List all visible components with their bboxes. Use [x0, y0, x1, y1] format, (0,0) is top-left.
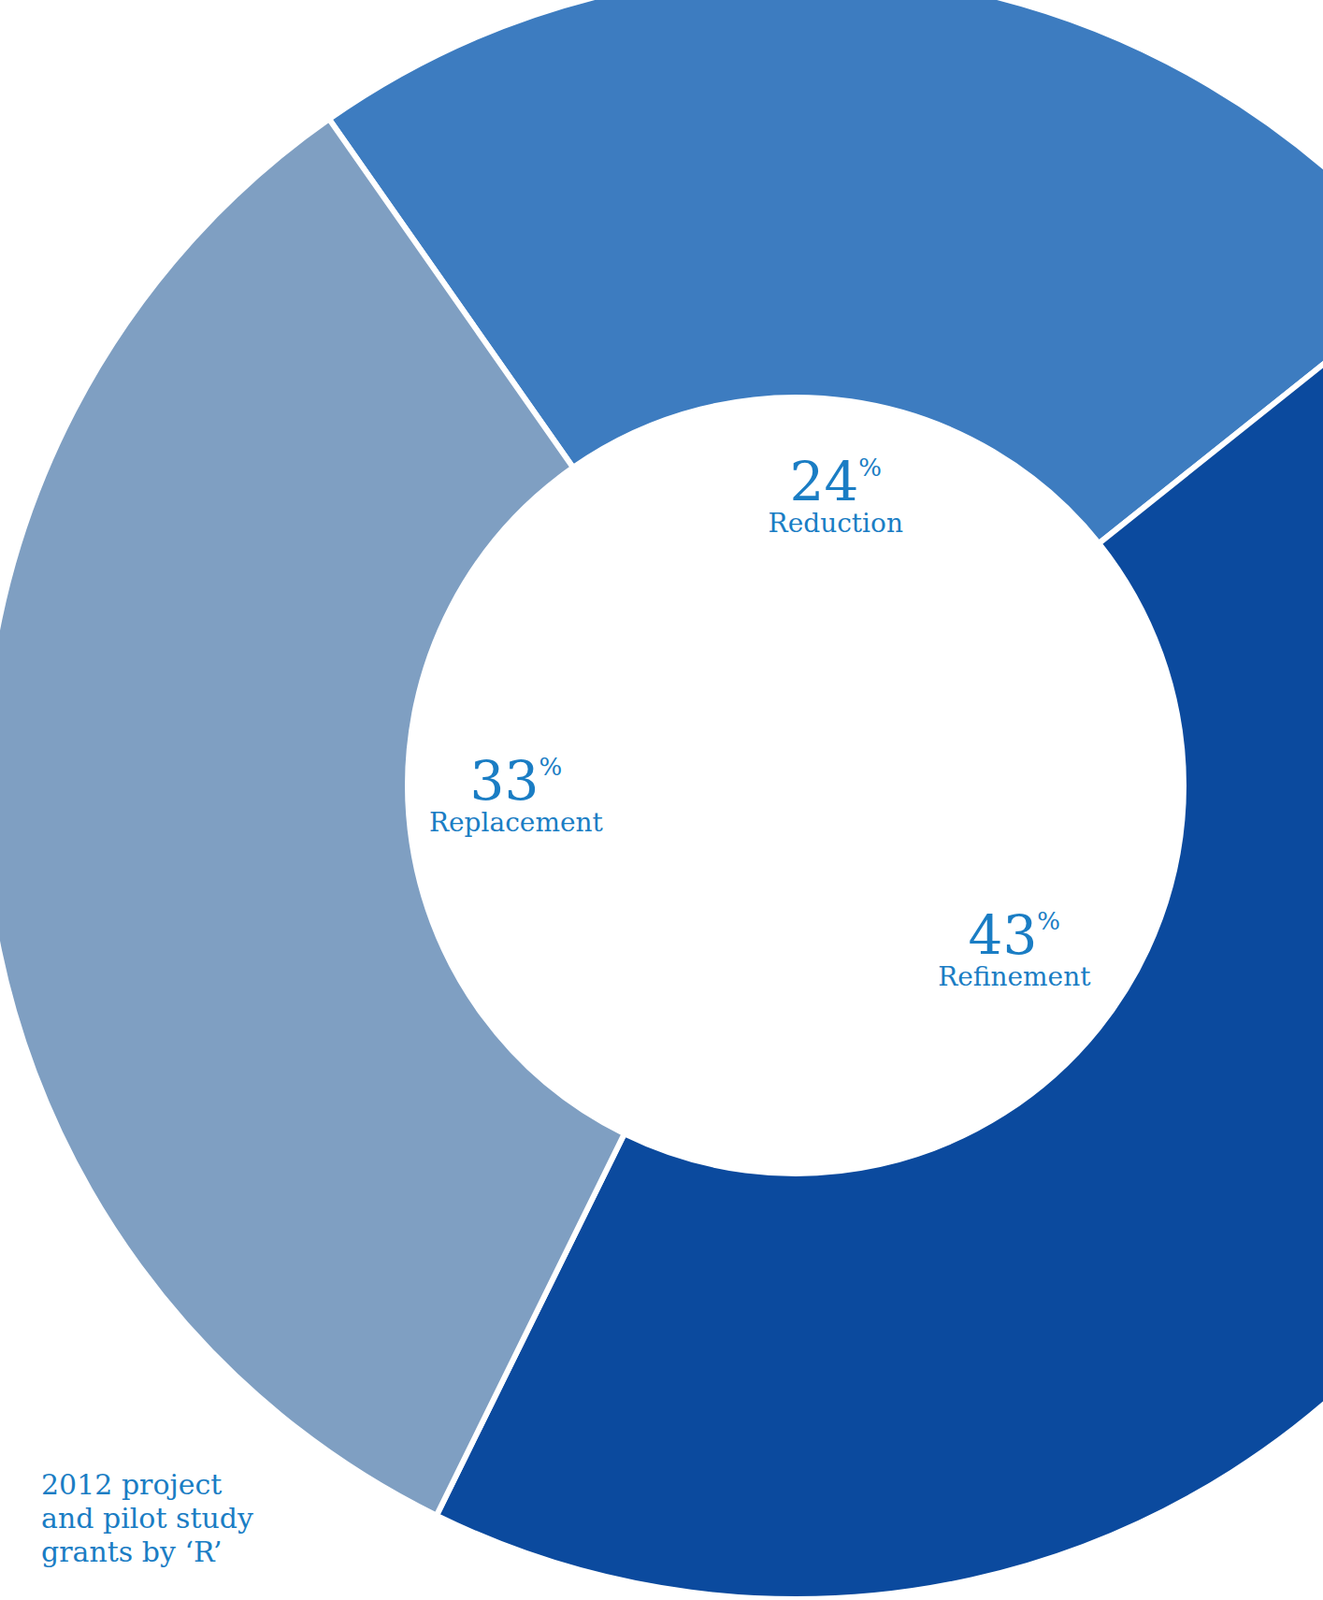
svg-text:24%: 24% — [790, 449, 883, 514]
svg-text:43%: 43% — [968, 903, 1062, 967]
svg-text:Reduction: Reduction — [768, 507, 904, 539]
html-text:2012 project: 2012 project — [41, 1467, 222, 1501]
svg-text:Refinement: Refinement — [937, 961, 1092, 993]
svg-text:33%: 33% — [470, 748, 563, 813]
svg-text:Replacement: Replacement — [429, 806, 604, 838]
html-text:and pilot study: and pilot study — [41, 1501, 254, 1535]
html-text:grants by ‘R’: grants by ‘R’ — [41, 1535, 223, 1568]
